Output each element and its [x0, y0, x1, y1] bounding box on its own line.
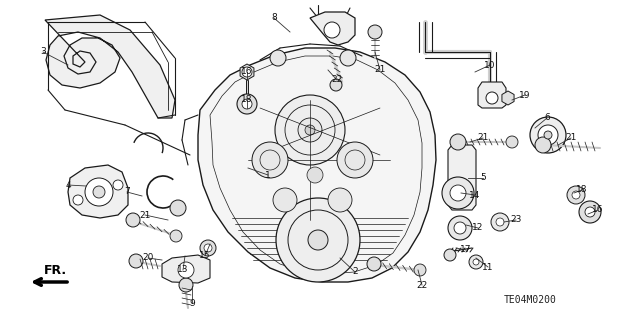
Circle shape — [473, 259, 479, 265]
Circle shape — [450, 185, 466, 201]
Circle shape — [330, 79, 342, 91]
Text: 16: 16 — [241, 68, 253, 77]
Circle shape — [126, 213, 140, 227]
Circle shape — [178, 262, 194, 278]
Text: 12: 12 — [472, 224, 484, 233]
Text: 3: 3 — [40, 48, 46, 56]
Text: 13: 13 — [177, 265, 189, 275]
Text: 17: 17 — [460, 246, 472, 255]
Polygon shape — [478, 82, 506, 108]
Circle shape — [324, 22, 340, 38]
Text: 22: 22 — [417, 280, 428, 290]
Circle shape — [273, 188, 297, 212]
Text: 6: 6 — [544, 114, 550, 122]
Circle shape — [252, 142, 288, 178]
Text: 23: 23 — [510, 216, 522, 225]
Circle shape — [170, 200, 186, 216]
Circle shape — [496, 218, 504, 226]
Circle shape — [276, 198, 360, 282]
Circle shape — [442, 177, 474, 209]
Circle shape — [572, 191, 580, 199]
Text: 5: 5 — [480, 174, 486, 182]
Circle shape — [585, 207, 595, 217]
Circle shape — [179, 278, 193, 292]
Circle shape — [129, 254, 143, 268]
Text: 1: 1 — [265, 170, 271, 180]
Circle shape — [298, 118, 322, 142]
Circle shape — [414, 264, 426, 276]
Text: FR.: FR. — [44, 263, 67, 277]
Circle shape — [85, 178, 113, 206]
Text: 18: 18 — [576, 186, 588, 195]
Circle shape — [308, 230, 328, 250]
Polygon shape — [45, 15, 175, 118]
Polygon shape — [240, 64, 254, 80]
Circle shape — [73, 195, 83, 205]
Circle shape — [567, 186, 585, 204]
Circle shape — [368, 25, 382, 39]
Text: 11: 11 — [483, 263, 493, 271]
Circle shape — [242, 67, 252, 77]
Circle shape — [113, 180, 123, 190]
Text: 19: 19 — [519, 91, 531, 100]
Circle shape — [486, 92, 498, 104]
Text: 16: 16 — [592, 205, 604, 214]
Text: 15: 15 — [199, 251, 211, 261]
Circle shape — [270, 50, 286, 66]
Text: 21: 21 — [477, 133, 489, 143]
Circle shape — [307, 167, 323, 183]
Text: TE04M0200: TE04M0200 — [504, 295, 556, 305]
Text: 10: 10 — [484, 61, 496, 70]
Circle shape — [200, 240, 216, 256]
Text: 21: 21 — [140, 211, 150, 219]
Circle shape — [448, 216, 472, 240]
Text: 18: 18 — [241, 95, 253, 105]
Circle shape — [275, 95, 345, 165]
Polygon shape — [162, 255, 210, 283]
Text: 9: 9 — [189, 299, 195, 308]
Circle shape — [305, 125, 315, 135]
Circle shape — [237, 94, 257, 114]
Circle shape — [469, 255, 483, 269]
Text: 4: 4 — [65, 181, 71, 189]
Circle shape — [491, 213, 509, 231]
Circle shape — [506, 136, 518, 148]
Polygon shape — [198, 48, 436, 282]
Polygon shape — [310, 12, 355, 45]
Text: 21: 21 — [565, 133, 577, 143]
Circle shape — [242, 99, 252, 109]
Text: 21: 21 — [374, 65, 386, 75]
Text: 7: 7 — [124, 188, 130, 197]
Circle shape — [579, 201, 601, 223]
Circle shape — [444, 249, 456, 261]
Circle shape — [544, 131, 552, 139]
Circle shape — [454, 222, 466, 234]
Circle shape — [367, 257, 381, 271]
Circle shape — [328, 188, 352, 212]
Circle shape — [450, 134, 466, 150]
Circle shape — [170, 230, 182, 242]
Circle shape — [538, 125, 558, 145]
Text: 20: 20 — [142, 254, 154, 263]
Text: 8: 8 — [271, 13, 277, 23]
Circle shape — [340, 50, 356, 66]
Polygon shape — [502, 91, 514, 105]
Circle shape — [530, 117, 566, 153]
Circle shape — [337, 142, 373, 178]
Polygon shape — [68, 165, 128, 218]
Text: 22: 22 — [332, 76, 342, 85]
Polygon shape — [448, 145, 476, 210]
Circle shape — [93, 186, 105, 198]
Circle shape — [204, 244, 212, 252]
Text: 14: 14 — [469, 190, 481, 199]
Text: 2: 2 — [352, 268, 358, 277]
Circle shape — [535, 137, 551, 153]
